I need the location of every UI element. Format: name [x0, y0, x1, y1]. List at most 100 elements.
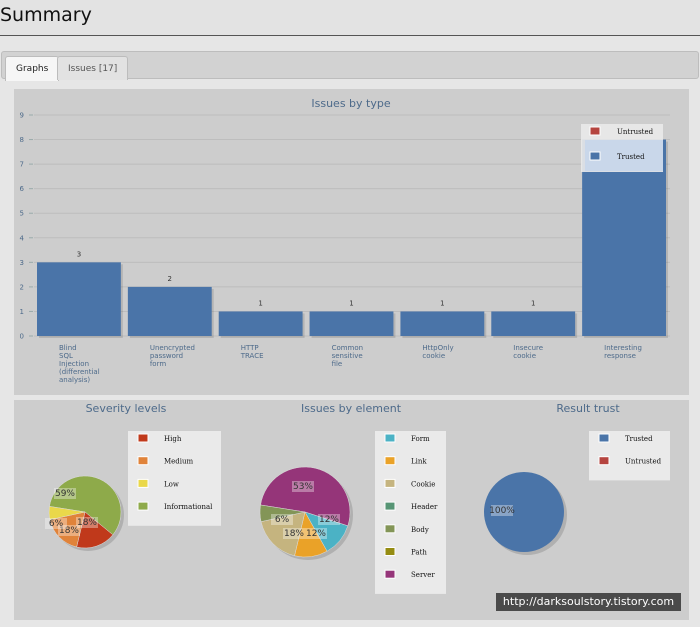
pie-legend-label: Body	[411, 526, 429, 534]
pie-slice	[260, 511, 306, 557]
pie-chart-3: Result trust 100% Trusted Untrusted	[484, 402, 670, 555]
pie-legend-swatch	[384, 433, 396, 443]
pie-legend-label: High	[164, 435, 182, 443]
pie-label-bg	[58, 525, 80, 536]
bar-value-label: 1	[258, 299, 262, 307]
pie-slice	[48, 506, 86, 521]
watermark: http://darksoulstory.tistory.com	[496, 593, 681, 611]
pie-percent-label: 18%	[77, 518, 97, 528]
bar-value-label: 1	[440, 299, 444, 307]
category-label-line: cookie	[513, 352, 536, 360]
pie-legend-label: Medium	[164, 458, 194, 466]
category-label-line: Insecure	[513, 344, 543, 352]
tab-graphs[interactable]: Graphs	[5, 56, 60, 81]
issues-by-type-chart: Issues by type 0 1 2 3 4 5 6 7 8 9 3 Blind SQL Injecti…	[20, 97, 670, 384]
category-label: Common sensitive file	[332, 344, 364, 368]
pie-slice	[76, 511, 114, 549]
category-label-line: password	[150, 352, 183, 360]
category-label-line: file	[332, 360, 343, 368]
category-label-line: TRACE	[240, 352, 264, 360]
tab-issues[interactable]: Issues [17]	[57, 56, 129, 80]
pie-label-bg	[271, 514, 293, 525]
category-label: Interesting response	[604, 344, 642, 360]
pie-label-bg	[292, 481, 314, 492]
pie-legend-swatch	[598, 456, 610, 466]
pie-percent-label: 12%	[319, 515, 339, 525]
pie-title: Result trust	[556, 402, 620, 415]
pie-charts: Severity levels18%18%6%59%HighMediumLowI…	[45, 402, 670, 594]
bar-legend: Untrusted Trusted	[581, 124, 663, 172]
pie-legend-swatch	[598, 433, 610, 443]
pie-legend-label: Server	[411, 571, 435, 579]
bar-value-label: 3	[77, 250, 81, 258]
y-tick-label: 6	[20, 185, 25, 193]
bar	[491, 311, 576, 336]
bar-value-label: 1	[531, 299, 535, 307]
pie-percent-label: 12%	[306, 529, 326, 539]
pie-label-bg	[45, 518, 67, 529]
page-title: Summary	[0, 4, 92, 26]
tab-bar: Graphs Issues [17]	[1, 51, 699, 81]
pie-legend-label: Untrusted	[625, 458, 662, 466]
pie-legend-swatch	[137, 501, 149, 511]
category-label-line: HTTP	[241, 344, 259, 352]
pie-legend-label: Trusted	[625, 435, 653, 443]
category-label-line: Injection	[59, 360, 89, 368]
category-label: Insecure cookie	[513, 344, 543, 360]
legend-untrusted-swatch	[589, 126, 601, 136]
category-label-line: cookie	[422, 352, 445, 360]
category-label-line: form	[150, 360, 167, 368]
pie-legend-label: Informational	[164, 503, 213, 511]
pie-chart-1: Severity levels18%18%6%59%HighMediumLowI…	[45, 402, 221, 551]
pie-legend-swatch	[137, 433, 149, 443]
bar	[400, 311, 485, 336]
bar	[37, 262, 121, 336]
y-tick-label: 4	[20, 234, 25, 242]
category-label-line: response	[604, 352, 636, 360]
legend-trusted-label: Trusted	[617, 153, 645, 161]
category-label: HttpOnly cookie	[422, 344, 453, 360]
category-label-line: Interesting	[604, 344, 642, 352]
pie-legend-label: Form	[411, 435, 430, 443]
legend-trusted-swatch	[589, 151, 601, 161]
category-label-line: HttpOnly	[422, 344, 453, 352]
pie-slice	[49, 511, 86, 548]
category-label-line: (differential	[59, 368, 100, 376]
pie-legend-swatch	[384, 456, 396, 466]
category-label-line: SQL	[59, 352, 73, 360]
pie-legend-label: Low	[164, 480, 179, 488]
pie-slice	[259, 504, 306, 522]
pie-slice	[260, 466, 351, 527]
pie-slice	[49, 475, 122, 536]
bar	[582, 139, 666, 336]
pie-legend-label: Path	[411, 549, 427, 557]
pie-label-bg	[283, 528, 305, 539]
pie-percent-label: 100%	[489, 506, 515, 516]
issues-by-type-panel: Issues by type 0 1 2 3 4 5 6 7 8 9 3 Blind SQL Injecti…	[14, 89, 689, 395]
pie-legend-swatch	[384, 569, 396, 579]
pie-legend-swatch	[384, 501, 396, 511]
y-tick-label: 5	[20, 210, 24, 218]
category-label-line: analysis)	[59, 376, 90, 384]
pie-label-bg	[76, 517, 98, 528]
pie-legend-label: Header	[411, 503, 438, 511]
pie-charts-panel: Severity levels 18% 18% 6% 59% High Medium Low I…	[14, 400, 689, 620]
pie-slice	[484, 472, 564, 552]
pie-legend-swatch	[137, 478, 149, 488]
pie-percent-label: 6%	[49, 519, 64, 529]
bar	[309, 311, 394, 336]
pie-percent-label: 18%	[284, 529, 304, 539]
pie-percent-label: 18%	[59, 526, 79, 536]
bar-value-label: 2	[168, 275, 172, 283]
y-tick-label: 3	[20, 259, 24, 267]
chart-title: Issues by type	[311, 97, 390, 110]
pie-legend-label: Link	[411, 458, 427, 466]
pie-title: Severity levels	[86, 402, 167, 415]
pie-label-bg	[318, 514, 340, 525]
bar	[218, 311, 303, 336]
pie-legend-swatch	[137, 456, 149, 466]
y-tick-label: 2	[20, 283, 24, 291]
pie-legend-label: Cookie	[411, 480, 435, 488]
pie-title: Issues by element	[301, 402, 402, 415]
pie-legend-swatch	[384, 524, 396, 534]
